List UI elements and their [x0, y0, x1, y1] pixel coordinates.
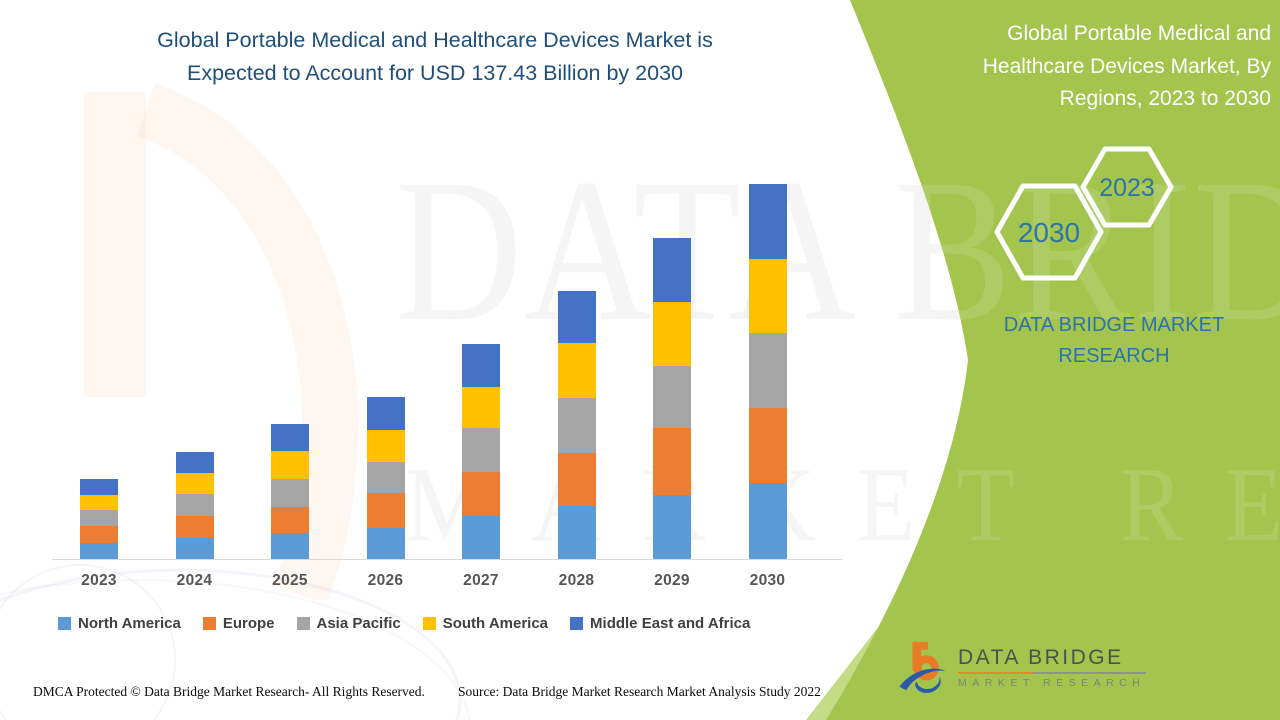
bar-segment-north-america	[653, 494, 691, 559]
bar-segment-middle-east-and-africa	[653, 238, 691, 302]
bar-segment-north-america	[366, 527, 405, 559]
bar-segment-south-america	[557, 343, 596, 399]
chart-title-line1: Global Portable Medical and Healthcare D…	[157, 28, 713, 52]
footer-dmca-text: DMCA Protected © Data Bridge Market Rese…	[33, 684, 425, 699]
legend-item-middle-east-and-africa: Middle East and Africa	[570, 615, 750, 632]
brand-text-line1: DATA BRIDGE MARKET	[1003, 314, 1225, 336]
x-axis-label-2025: 2025	[272, 572, 308, 589]
bar-segment-south-america	[366, 430, 405, 463]
bar-segment-europe	[271, 506, 309, 533]
hexagon-2023-label: 2023	[1099, 174, 1155, 202]
x-axis-label-2028: 2028	[558, 572, 595, 589]
footer-source-text: Source: Data Bridge Market Research Mark…	[458, 684, 821, 699]
legend-label: Asia Pacific	[316, 615, 401, 632]
legend: North America Europe Asia Pacific South Ame…	[58, 615, 848, 632]
stacked-bar-2025	[271, 423, 309, 559]
year-hexagons: 2030 2023	[994, 146, 1174, 281]
logo-divider	[958, 671, 1146, 674]
bar-segment-europe	[462, 472, 500, 517]
bar-segment-europe	[80, 525, 118, 543]
bar-segment-north-america	[80, 542, 118, 559]
stacked-bar-2027	[462, 344, 500, 559]
x-axis-label-2023: 2023	[81, 572, 117, 589]
stacked-bar-2030	[748, 183, 787, 559]
side-panel-title-line3: Regions, 2023 to 2030	[1059, 87, 1271, 110]
bar-segment-north-america	[462, 516, 500, 559]
brand-text-line2: RESEARCH	[1058, 345, 1170, 367]
bar-segment-asia-pacific	[462, 427, 500, 473]
legend-swatch-icon	[202, 617, 216, 630]
bar-segment-asia-pacific	[557, 398, 596, 453]
bar-segment-north-america	[175, 537, 214, 559]
x-axis-label-2024: 2024	[176, 572, 213, 589]
legend-swatch-icon	[570, 617, 584, 630]
bar-segment-asia-pacific	[366, 462, 405, 494]
bar-segment-south-america	[748, 258, 787, 333]
chart-title: Global Portable Medical and Healthcare D…	[55, 24, 815, 90]
stacked-bar-2029	[653, 238, 691, 559]
bar-segment-middle-east-and-africa	[366, 396, 405, 431]
x-axis-label-2029: 2029	[654, 572, 690, 589]
legend-label: Middle East and Africa	[590, 615, 751, 632]
logo-subtitle: MARKET RESEARCH	[958, 676, 1146, 689]
bar-segment-south-america	[462, 386, 500, 428]
x-axis-label-2026: 2026	[367, 572, 404, 589]
bar-segment-asia-pacific	[653, 366, 691, 429]
legend-swatch-icon	[58, 617, 71, 630]
side-panel-title: Global Portable Medical and Healthcare D…	[905, 18, 1271, 116]
legend-item-south-america: South America	[422, 615, 549, 632]
plot-area: 2023 2024 2025 2026 2027 2028 2029 2030	[52, 150, 842, 589]
bar-segment-middle-east-and-africa	[271, 423, 309, 451]
x-axis-label-2027: 2027	[463, 572, 499, 589]
bar-segment-europe	[653, 428, 691, 495]
bar-segment-middle-east-and-africa	[462, 344, 500, 387]
bar-segment-europe	[557, 452, 596, 506]
databridge-logo: DATA BRIDGE MARKET RESEARCH	[896, 636, 1146, 698]
hexagon-2030-label: 2030	[1018, 217, 1080, 248]
bar-segment-south-america	[80, 494, 118, 511]
bar-segment-europe	[366, 493, 405, 528]
stacked-bar-2024	[175, 451, 214, 559]
legend-label: North America	[78, 615, 181, 632]
legend-item-europe: Europe	[202, 615, 275, 632]
stacked-bar-2026	[366, 396, 405, 559]
legend-item-north-america: North America	[58, 615, 181, 632]
logo-name: DATA BRIDGE	[958, 645, 1124, 669]
bar-segment-north-america	[271, 532, 309, 559]
bar-segment-europe	[175, 515, 214, 538]
watermark-logo-stem	[84, 92, 146, 397]
bar-segment-middle-east-and-africa	[748, 183, 787, 259]
bar-segment-asia-pacific	[175, 494, 214, 516]
side-panel-brand-text: DATA BRIDGE MARKET RESEARCH	[958, 310, 1270, 372]
bar-segment-asia-pacific	[80, 510, 118, 526]
bar-segment-middle-east-and-africa	[80, 479, 118, 495]
bar-segment-south-america	[653, 301, 691, 367]
bar-segment-north-america	[748, 483, 787, 559]
bar-segment-middle-east-and-africa	[175, 451, 214, 473]
legend-label: South America	[442, 615, 549, 632]
bar-segment-middle-east-and-africa	[557, 290, 596, 344]
legend-swatch-icon	[296, 617, 310, 630]
chart-title-line2: Expected to Account for USD 137.43 Billi…	[186, 61, 683, 85]
bar-segment-asia-pacific	[748, 332, 787, 408]
bar-segment-south-america	[175, 472, 214, 495]
side-panel-title-line1: Global Portable Medical and	[1007, 22, 1271, 45]
side-panel-light-triangle	[806, 594, 904, 720]
legend-swatch-icon	[422, 617, 436, 630]
side-panel-title-line2: Healthcare Devices Market, By	[982, 54, 1271, 78]
stacked-bar-2028	[557, 290, 596, 559]
databridge-logo-text: DATA BRIDGE MARKET RESEARCH	[958, 646, 1146, 689]
bar-segment-asia-pacific	[271, 479, 309, 507]
x-axis-label-2030: 2030	[749, 572, 786, 589]
bar-segment-south-america	[271, 450, 309, 480]
databridge-logo-icon	[899, 641, 947, 693]
bar-segment-north-america	[557, 505, 596, 559]
bar-segment-europe	[748, 408, 787, 484]
stacked-bar-2023	[80, 479, 118, 559]
legend-item-asia-pacific: Asia Pacific	[296, 615, 401, 632]
legend-label: Europe	[222, 615, 275, 632]
